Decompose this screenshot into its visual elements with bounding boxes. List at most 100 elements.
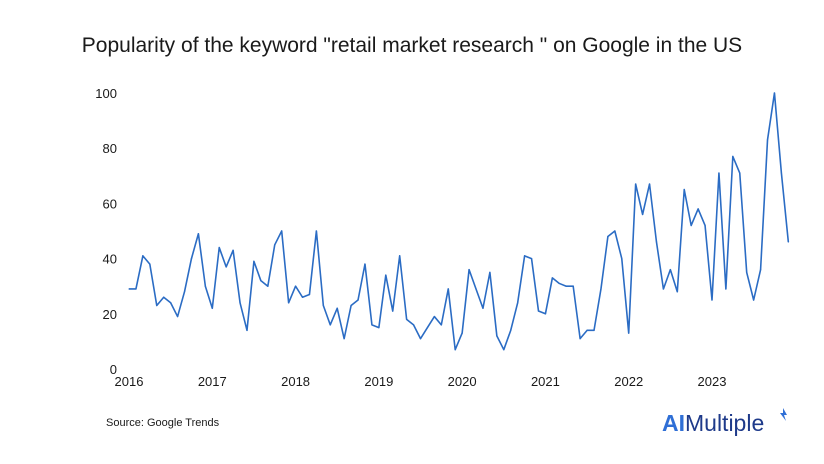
data-point [496, 335, 498, 337]
data-point [628, 332, 630, 334]
data-point [517, 302, 519, 304]
brand-logo: AIMultiple [662, 410, 764, 437]
data-point [718, 172, 720, 174]
data-point [149, 263, 151, 265]
data-point [697, 208, 699, 210]
data-point [343, 338, 345, 340]
y-tick-label: 20 [103, 307, 117, 322]
data-point [489, 271, 491, 273]
data-point [281, 230, 283, 232]
data-point [524, 255, 526, 257]
data-point [475, 288, 477, 290]
data-point [232, 249, 234, 251]
data-point [406, 318, 408, 320]
data-point [294, 285, 297, 287]
data-point [739, 172, 741, 174]
x-tick-label: 2022 [614, 374, 643, 389]
data-point [225, 266, 227, 268]
data-point [787, 241, 789, 243]
data-point [510, 329, 512, 331]
data-point [454, 349, 456, 351]
data-point [579, 338, 581, 340]
data-point [329, 324, 331, 326]
data-point [218, 246, 220, 249]
data-point [412, 324, 415, 326]
data-point [732, 155, 734, 158]
data-point [419, 338, 422, 340]
x-tick-label: 2019 [364, 374, 393, 389]
y-tick-label: 40 [103, 252, 117, 267]
x-tick-label: 2021 [531, 374, 560, 389]
x-tick-label: 2018 [281, 374, 310, 389]
data-point [433, 315, 435, 318]
data-point [621, 258, 623, 260]
data-point [197, 233, 200, 235]
data-point [378, 327, 380, 329]
data-point [183, 291, 186, 293]
logo-multiple-text: Multiple [685, 410, 765, 436]
data-point [274, 244, 276, 246]
data-point [586, 329, 588, 331]
data-point [753, 299, 755, 301]
x-tick-label: 2020 [448, 374, 477, 389]
data-point [766, 139, 769, 141]
data-point [593, 329, 595, 331]
data-point [461, 332, 463, 334]
series-group [128, 92, 790, 351]
data-point [704, 224, 706, 227]
data-point [135, 288, 137, 290]
data-point [246, 329, 248, 331]
data-point [385, 274, 387, 276]
data-point [551, 277, 553, 279]
data-point [544, 313, 547, 315]
data-point [635, 183, 637, 185]
data-point [399, 255, 401, 257]
source-note: Source: Google Trends [106, 417, 220, 429]
data-point [482, 307, 484, 309]
y-axis-ticks: 0 20 40 60 80 100 [95, 86, 117, 377]
data-point [301, 296, 304, 298]
data-point [773, 92, 776, 94]
chart-title: Popularity of the keyword "retail market… [81, 34, 743, 57]
data-point [392, 310, 394, 312]
data-point [357, 299, 359, 301]
data-point [364, 263, 366, 265]
data-point [156, 304, 158, 307]
data-point [648, 183, 651, 185]
data-point [170, 302, 172, 304]
x-axis-ticks: 2016 2017 2018 2019 2020 2021 2022 2023 [115, 374, 727, 389]
data-point [211, 307, 213, 309]
y-tick-label: 80 [103, 141, 117, 156]
logo-spark-icon [780, 408, 787, 421]
data-point [308, 293, 311, 296]
data-point [371, 324, 373, 326]
data-point [669, 269, 671, 271]
data-point [239, 302, 241, 304]
data-point [190, 258, 193, 260]
data-point [204, 285, 206, 287]
data-point [350, 304, 352, 307]
data-point [655, 241, 658, 243]
data-point [440, 324, 442, 326]
data-point [725, 288, 727, 290]
data-point [683, 189, 685, 191]
data-point [315, 230, 317, 232]
data-point [607, 235, 609, 238]
data-point [288, 302, 290, 304]
data-point [468, 269, 470, 271]
data-point [614, 230, 616, 232]
data-point [176, 315, 179, 318]
data-point [426, 327, 429, 329]
data-point [260, 280, 262, 282]
data-point [267, 285, 269, 287]
data-point [759, 269, 762, 271]
data-point [600, 288, 602, 290]
y-tick-label: 0 [110, 362, 117, 377]
y-tick-label: 60 [103, 196, 117, 211]
data-point [690, 224, 692, 227]
data-point [322, 304, 324, 307]
data-point [676, 291, 678, 293]
data-point [572, 285, 574, 287]
data-point [565, 285, 567, 287]
